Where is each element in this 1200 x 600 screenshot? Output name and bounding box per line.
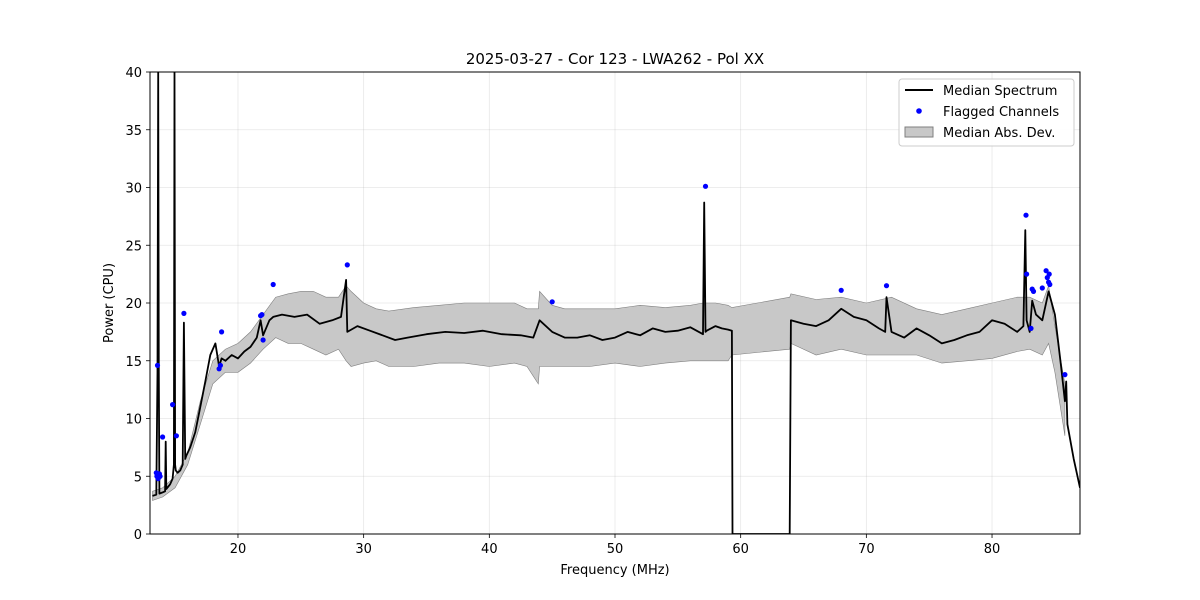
y-tick-label: 10 (125, 413, 142, 428)
y-tick-label: 20 (125, 297, 142, 312)
flagged-channel-point (1047, 281, 1053, 288)
legend-mad-label: Median Abs. Dev. (943, 126, 1055, 141)
flagged-channel-point (173, 433, 179, 439)
flagged-channel-point (1030, 288, 1037, 294)
legend-median-label: Median Spectrum (943, 84, 1057, 99)
flagged-channel-point (1046, 271, 1052, 277)
plot-clip-group (152, 72, 1080, 534)
flagged-channel-point (259, 312, 265, 318)
flagged-channel-point (1024, 271, 1030, 277)
flagged-channel-point (260, 337, 266, 343)
x-tick-label: 40 (481, 542, 498, 557)
flagged-channel-point (219, 329, 225, 335)
flagged-channel-point (160, 434, 166, 440)
flagged-channel-point (181, 310, 187, 316)
flagged-channel-point (1043, 268, 1049, 274)
x-tick-label: 30 (355, 542, 372, 557)
legend-flagged-swatch (916, 108, 922, 114)
x-tick-label: 60 (732, 542, 749, 557)
x-axis-label: Frequency (MHz) (560, 563, 669, 578)
flagged-channel-point (270, 281, 276, 288)
y-tick-label: 25 (125, 239, 142, 254)
flagged-channel-point (883, 283, 890, 289)
legend-box (898, 78, 1075, 147)
y-tick-label: 35 (125, 124, 142, 139)
x-tick-label: 20 (230, 542, 247, 557)
mad-band (152, 285, 1066, 501)
y-tick-label: 5 (134, 470, 142, 485)
x-tick-label: 80 (984, 542, 1001, 557)
chart-title: 2025-03-27 - Cor 123 - LWA262 - Pol XX (466, 50, 764, 68)
x-tick-label: 70 (858, 542, 875, 557)
y-tick-label: 0 (134, 528, 142, 543)
x-tick-label: 50 (607, 542, 624, 557)
plot-area (152, 72, 1080, 534)
axis-ticks: 20 30 40 50 60 70 80 0 5 10 15 20 25 30 35 40 (125, 66, 1000, 557)
legend-flagged-label: Flagged Channels (943, 105, 1059, 120)
median-spectrum-line (152, 72, 1080, 534)
legend: Median Spectrum Flagged Channels Median … (898, 78, 1075, 147)
y-tick-label: 30 (125, 182, 142, 197)
y-tick-label: 40 (125, 66, 142, 81)
flagged-channel-point (702, 183, 709, 189)
flagged-channel-point (1039, 285, 1045, 291)
flagged-channel-point (1028, 325, 1034, 331)
flagged-channel-point (157, 473, 163, 479)
flagged-channel-point (838, 287, 844, 293)
flagged-channel-point (1023, 212, 1029, 218)
flagged-channel-point (549, 299, 555, 305)
flagged-channel-point (170, 402, 176, 408)
flagged-channel-point (217, 362, 223, 368)
flagged-channel-point (344, 262, 350, 268)
y-tick-label: 15 (125, 355, 142, 370)
legend-mad-swatch (904, 126, 934, 138)
y-axis-label: Power (CPU) (102, 263, 117, 343)
flagged-channel-point (154, 362, 161, 368)
flagged-channel-point (1062, 372, 1068, 378)
